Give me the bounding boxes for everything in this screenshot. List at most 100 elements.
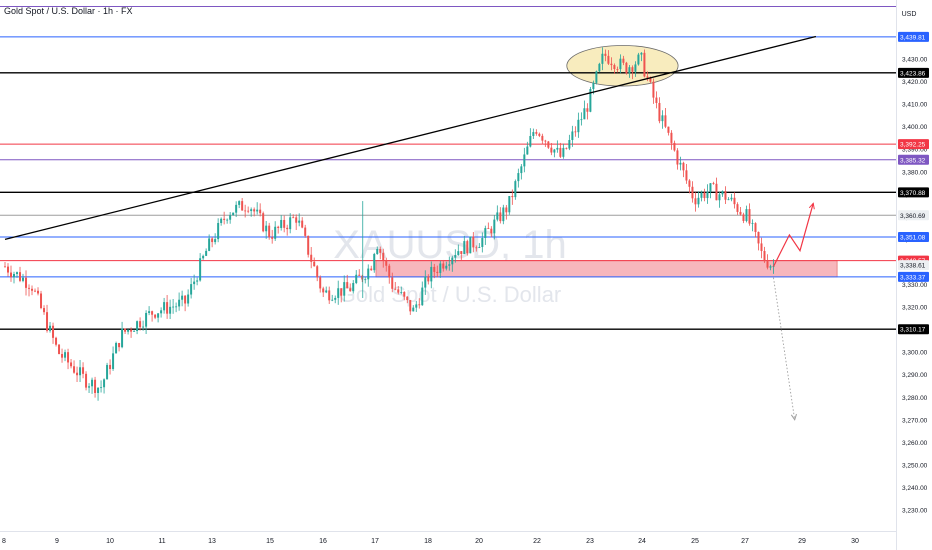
- candle-body: [373, 254, 376, 271]
- candle-body: [592, 82, 595, 90]
- candle-body: [253, 209, 256, 212]
- forecast-arrows-layer: [772, 202, 815, 421]
- candle-body: [673, 142, 676, 151]
- candle-body: [109, 364, 112, 370]
- candle-body: [238, 201, 241, 205]
- time-tick-label: 10: [106, 538, 114, 545]
- candle-body: [760, 243, 763, 252]
- candle-body: [718, 194, 721, 201]
- candle-body: [259, 209, 262, 214]
- time-tick-label: 18: [424, 538, 432, 545]
- candle-body: [571, 131, 574, 140]
- candle-body: [367, 268, 370, 280]
- price-level-badge-1: [898, 67, 929, 78]
- candle-body: [73, 366, 76, 373]
- price-tick-label: 3,410.00: [902, 102, 928, 109]
- candle-body: [616, 69, 619, 70]
- candle-body: [751, 223, 754, 224]
- candle-body: [772, 266, 775, 268]
- time-tick-label: 20: [475, 538, 483, 545]
- price-level-badge-2: [898, 139, 929, 150]
- candle-body: [175, 306, 178, 308]
- candle-body: [745, 209, 748, 221]
- candle-body: [721, 191, 724, 195]
- candle-body: [142, 326, 145, 328]
- price-tick-label: 3,280.00: [902, 395, 928, 402]
- watermark-symbol: XAUUSD, 1h: [333, 223, 566, 267]
- candle-body: [217, 223, 220, 240]
- candle-body: [202, 255, 205, 259]
- candle-body: [604, 53, 607, 56]
- price-tick-label: 3,260.00: [902, 440, 928, 447]
- price-level-badge-text-6: 3,351.08: [900, 234, 926, 241]
- candle-body: [667, 126, 670, 133]
- time-axis[interactable]: 8 9 10 11 13 15 16 17 18 20 22 23 24 25 27 29 30: [2, 538, 859, 545]
- candle-body: [148, 311, 151, 313]
- candle-body: [385, 260, 388, 266]
- candle-body: [289, 217, 292, 230]
- candle-body: [730, 197, 733, 200]
- candle-body: [586, 108, 589, 112]
- candle-body: [10, 272, 13, 278]
- watermark-name: Gold Spot / U.S. Dollar: [339, 282, 562, 307]
- candle-body: [523, 154, 526, 167]
- price-level-badge-text-5: 3,360.69: [900, 213, 926, 220]
- candle-body: [388, 265, 391, 278]
- candle-body: [244, 210, 247, 212]
- candle-body: [487, 228, 490, 229]
- candle-body: [634, 64, 637, 72]
- candle-body: [562, 147, 565, 157]
- time-tick-label: 11: [158, 538, 165, 545]
- candle-body: [61, 353, 64, 358]
- price-level-labels: 3,439.81 3,423.86 3,392.25 3,385.32 3,370.88…: [898, 31, 929, 335]
- candle-body: [496, 212, 499, 220]
- candle-body: [127, 329, 130, 332]
- candle-body: [436, 271, 439, 273]
- candle-body: [508, 196, 511, 213]
- candle-body: [235, 204, 238, 213]
- candle-body: [583, 108, 586, 120]
- candle-body: [433, 266, 436, 272]
- candle-body: [430, 266, 433, 282]
- time-tick-label: 24: [638, 538, 646, 545]
- candle-body: [220, 218, 223, 224]
- candle-body: [700, 192, 703, 198]
- price-axis[interactable]: 3,430.00 3,420.00 3,410.00 3,400.00 3,390.00…: [902, 57, 928, 515]
- time-tick-label: 22: [533, 538, 541, 545]
- candle-body: [661, 115, 664, 122]
- candle-body: [736, 204, 739, 212]
- candle-body: [400, 292, 403, 293]
- candle-body: [370, 268, 373, 271]
- price-level-badge-text-0: 3,439.81: [900, 34, 926, 41]
- candle-body: [469, 236, 472, 254]
- candle-body: [688, 180, 691, 187]
- candle-body: [691, 186, 694, 199]
- candle-body: [193, 281, 196, 285]
- candle-body: [397, 289, 400, 293]
- candle-body: [646, 76, 649, 78]
- highlight-ellipse-layer: [566, 45, 679, 87]
- candle-body: [211, 238, 214, 243]
- price-tick-label: 3,330.00: [902, 282, 928, 289]
- candle-body: [574, 131, 577, 133]
- time-tick-label: 17: [371, 538, 379, 545]
- candle-body: [553, 149, 556, 153]
- candle-body: [205, 250, 208, 256]
- candle-body: [121, 328, 124, 348]
- candle-body: [169, 306, 172, 314]
- candle-body: [268, 225, 271, 238]
- candle-body: [739, 211, 742, 215]
- candle-body: [547, 141, 550, 148]
- price-level-badge-text-2: 3,392.25: [900, 142, 926, 149]
- candle-body: [706, 191, 709, 199]
- candle-body: [358, 274, 361, 276]
- currency-label[interactable]: USD: [902, 11, 917, 18]
- candle-body: [322, 288, 325, 293]
- candle-body: [25, 277, 28, 288]
- candle-body: [514, 181, 517, 198]
- candle-body: [727, 199, 730, 201]
- candle-body: [361, 275, 364, 280]
- forecast-arrowhead-1: [790, 413, 797, 421]
- candle-body: [724, 191, 727, 200]
